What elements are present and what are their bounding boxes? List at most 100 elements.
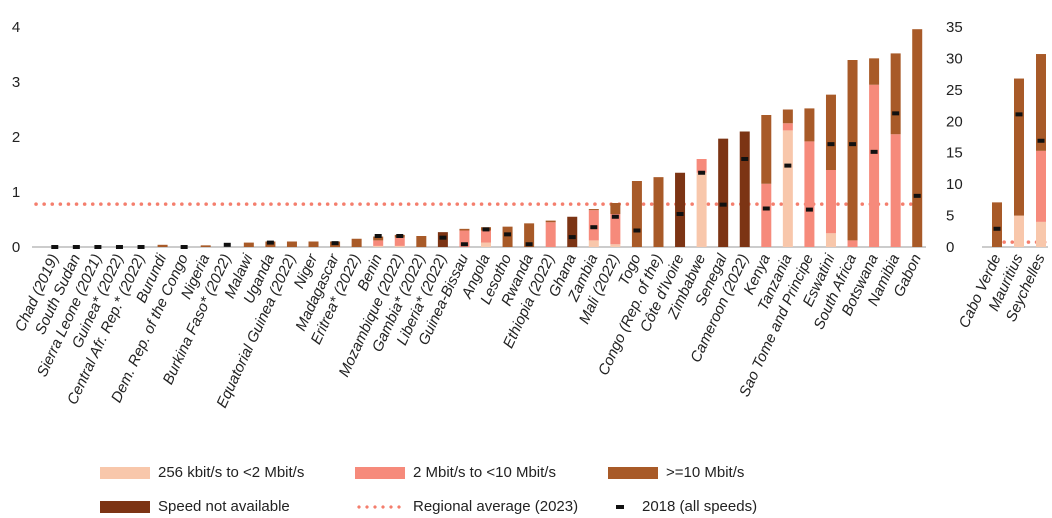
bar-segment-10-mbit-s: [761, 115, 772, 184]
marker-2018: [482, 227, 490, 232]
bar-segment-256-kbit-s-to-2-mbit-s: [394, 245, 405, 247]
y-tick-label: 4: [12, 19, 20, 36]
bar-segment-2-mbit-s-to-10-mbit-s: [610, 214, 621, 245]
marker-2018: [374, 234, 382, 238]
bar-segment-2-mbit-s-to-10-mbit-s: [459, 230, 470, 247]
marker-2018: [223, 242, 231, 247]
marker-2018: [762, 206, 770, 211]
bar-segment-10-mbit-s: [631, 181, 642, 247]
bar-segment-10-mbit-s: [1036, 54, 1046, 151]
legend-item-10m: >=10 Mbit/s: [608, 464, 744, 481]
legend-label-regional-average: Regional average (2023): [413, 498, 579, 515]
bar-segment-256-kbit-s-to-2-mbit-s: [481, 242, 491, 247]
marker-2018: [525, 242, 533, 247]
bar-segment-speed-not-available: [567, 216, 578, 247]
marker-2018: [180, 245, 188, 249]
bar-segment-256-kbit-s-to-2-mbit-s: [610, 244, 621, 247]
legend-swatch-2018: [616, 504, 624, 509]
bar-segment-10-mbit-s: [286, 241, 297, 247]
legend-label-256k: 256 kbit/s to <2 Mbit/s: [158, 464, 305, 481]
marker-2018: [913, 193, 921, 198]
bar-segment-10-mbit-s: [847, 60, 858, 241]
bar-segment-2-mbit-s-to-10-mbit-s: [890, 134, 901, 247]
y-tick-label: 20: [946, 113, 963, 130]
bar-segment-10-mbit-s: [243, 242, 254, 247]
bar-segment-256-kbit-s-to-2-mbit-s: [1036, 221, 1046, 247]
bar-segment-10-mbit-s: [610, 203, 621, 214]
bar-segment-10-mbit-s: [351, 238, 362, 247]
bar-segment-2-mbit-s-to-10-mbit-s: [394, 237, 405, 246]
bar-segment-256-kbit-s-to-2-mbit-s: [373, 245, 384, 247]
legend-item-2018: 2018 (all speeds): [608, 498, 757, 515]
marker-2018: [676, 212, 684, 216]
bar-segment-2-mbit-s-to-10-mbit-s: [825, 170, 836, 234]
bar-segment-speed-not-available: [739, 131, 750, 247]
bar-segment-2-mbit-s-to-10-mbit-s: [373, 240, 384, 246]
bar-segment-2-mbit-s-to-10-mbit-s: [804, 141, 815, 247]
legend-swatch-10m: [608, 466, 658, 479]
bar-segment-10-mbit-s: [157, 244, 168, 247]
marker-2018: [993, 226, 1001, 231]
bar-segment-10-mbit-s: [416, 236, 427, 247]
legend-swatch-2m: [355, 466, 405, 479]
marker-2018: [1015, 112, 1023, 117]
bar-segment-256-kbit-s-to-2-mbit-s: [588, 240, 599, 247]
bar-segment-256-kbit-s-to-2-mbit-s: [1014, 215, 1024, 247]
bar-segment-10-mbit-s: [308, 241, 319, 247]
marker-2018: [504, 232, 512, 237]
legend-swatch-256k: [100, 466, 150, 479]
marker-2018: [396, 234, 404, 238]
bar-segment-2-mbit-s-to-10-mbit-s: [869, 84, 880, 247]
marker-2018: [460, 242, 468, 247]
bar-segment-10-mbit-s: [459, 228, 470, 231]
bar-segment-256-kbit-s-to-2-mbit-s: [825, 233, 836, 247]
marker-2018: [266, 240, 274, 245]
legend-item-256k: 256 kbit/s to <2 Mbit/s: [100, 464, 304, 481]
bar-segment-256-kbit-s-to-2-mbit-s: [782, 130, 793, 247]
legend-label-na: Speed not available: [158, 498, 290, 515]
y-tick-label: 15: [946, 145, 963, 162]
bar-segment-2-mbit-s-to-10-mbit-s: [782, 123, 793, 131]
bar-segment-10-mbit-s: [869, 58, 880, 85]
y-tick-label: 0: [946, 239, 954, 256]
bar-segment-10-mbit-s: [588, 209, 599, 211]
marker-2018: [72, 245, 80, 249]
bar-segment-10-mbit-s: [804, 108, 815, 142]
marker-2018: [568, 235, 576, 240]
bar-segment-10-mbit-s: [373, 236, 384, 241]
y-tick-label: 3: [12, 74, 20, 91]
bar-segment-2-mbit-s-to-10-mbit-s: [847, 240, 858, 247]
bar-segment-speed-not-available: [718, 138, 729, 247]
y-tick-label: 35: [946, 19, 963, 36]
legend: 256 kbit/s to <2 Mbit/s 2 Mbit/s to <10 …: [0, 460, 1052, 518]
marker-2018: [805, 207, 813, 212]
bar-segment-10-mbit-s: [782, 109, 793, 124]
marker-2018: [698, 170, 706, 175]
marker-2018: [1037, 138, 1045, 143]
bar-segment-10-mbit-s: [653, 177, 664, 247]
marker-2018: [870, 149, 878, 154]
y-tick-label: 5: [946, 208, 954, 225]
bar-segment-256-kbit-s-to-2-mbit-s: [696, 172, 707, 247]
y-tick-label: 30: [946, 50, 963, 67]
bar-segment-10-mbit-s: [1014, 78, 1024, 216]
marker-2018: [849, 142, 857, 147]
y-tick-label: 10: [946, 176, 963, 193]
bar-segment-2-mbit-s-to-10-mbit-s: [1036, 150, 1046, 222]
bar-segment-speed-not-available: [675, 172, 686, 247]
legend-item-2m: 2 Mbit/s to <10 Mbit/s: [355, 464, 556, 481]
marker-2018: [590, 225, 598, 230]
bar-segment-2-mbit-s-to-10-mbit-s: [545, 222, 556, 247]
marker-2018: [784, 163, 792, 168]
marker-2018: [439, 235, 447, 240]
y-tick-label: 25: [946, 82, 963, 99]
legend-swatch-regional-average: [355, 504, 405, 509]
legend-item-regional-average: Regional average (2023): [355, 498, 578, 515]
marker-2018: [827, 142, 835, 147]
bar-segment-10-mbit-s: [890, 53, 901, 135]
bar-segment-10-mbit-s: [524, 223, 535, 247]
bar-segment-10-mbit-s: [502, 226, 513, 247]
bar-segment-10-mbit-s: [545, 220, 556, 223]
